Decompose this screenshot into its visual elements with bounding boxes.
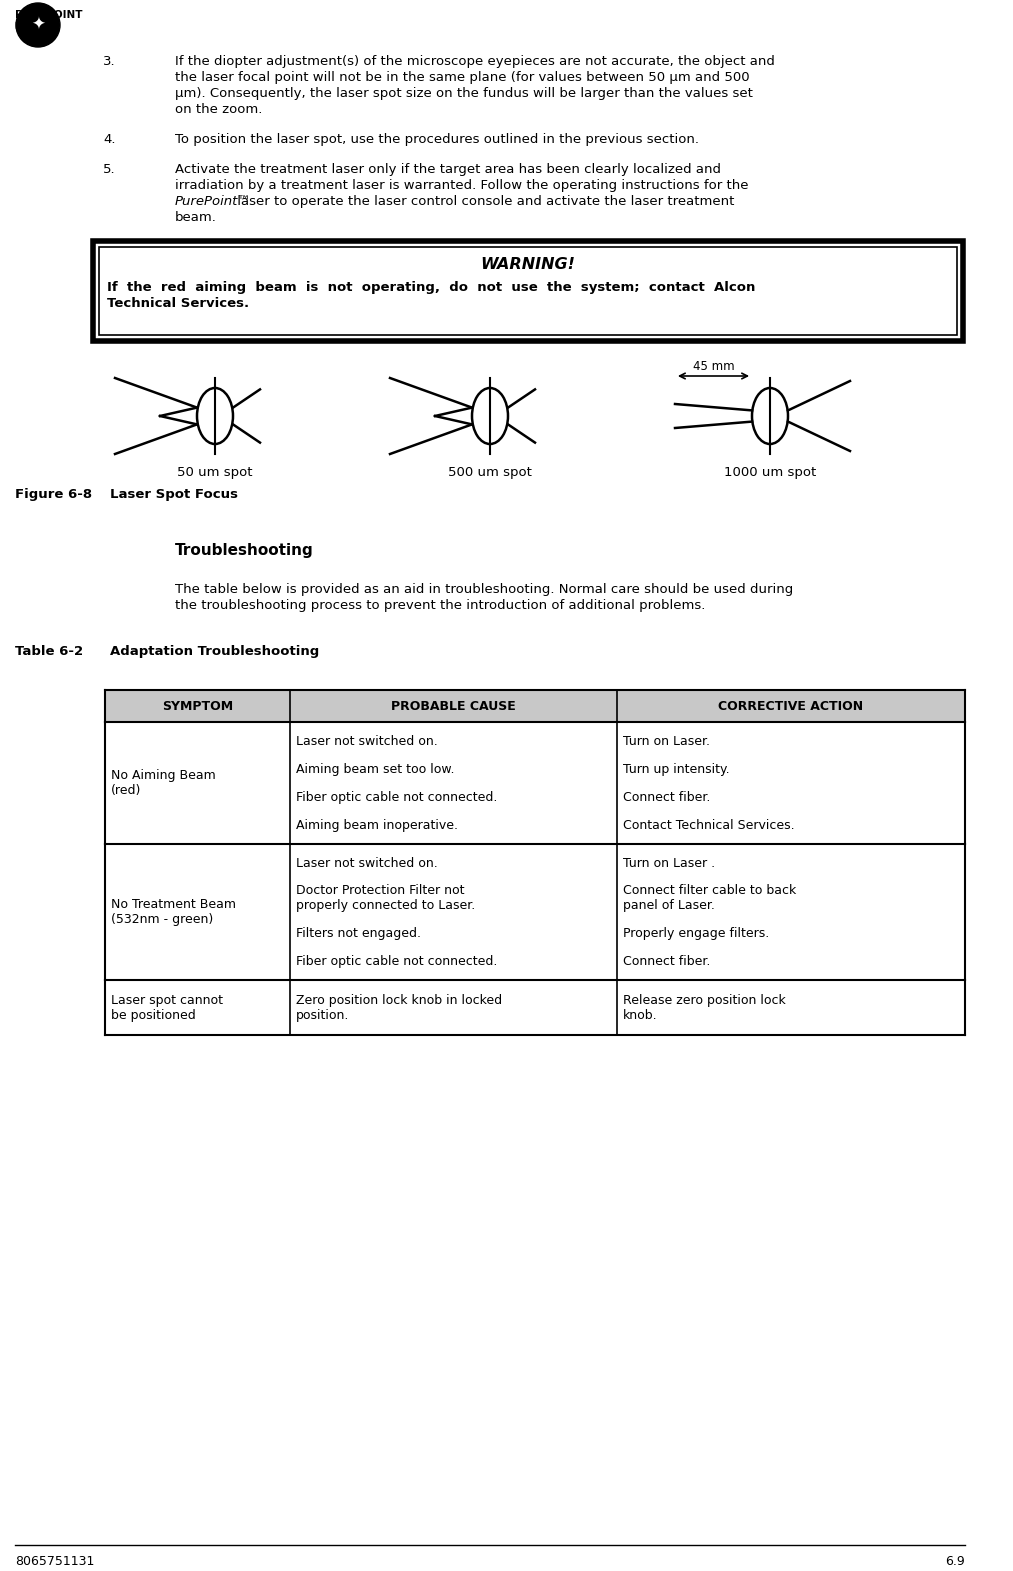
Text: 8065751131: 8065751131 xyxy=(15,1555,94,1568)
Text: Adaptation Troubleshooting: Adaptation Troubleshooting xyxy=(110,646,319,658)
Text: CORRECTIVE ACTION: CORRECTIVE ACTION xyxy=(718,699,863,713)
Text: To position the laser spot, use the procedures outlined in the previous section.: To position the laser spot, use the proc… xyxy=(175,134,699,146)
Text: the troubleshooting process to prevent the introduction of additional problems.: the troubleshooting process to prevent t… xyxy=(175,599,705,613)
Text: If the diopter adjustment(s) of the microscope eyepieces are not accurate, the o: If the diopter adjustment(s) of the micr… xyxy=(175,55,775,68)
Text: Turn on Laser.: Turn on Laser. xyxy=(623,735,710,748)
Text: Properly engage filters.: Properly engage filters. xyxy=(623,927,769,939)
Text: 500 um spot: 500 um spot xyxy=(448,467,532,479)
Text: Doctor Protection Filter not
properly connected to Laser.: Doctor Protection Filter not properly co… xyxy=(296,884,475,913)
Text: 45 mm: 45 mm xyxy=(693,360,734,372)
Text: Filters not engaged.: Filters not engaged. xyxy=(296,927,420,939)
Text: PurePoint™: PurePoint™ xyxy=(175,195,251,207)
Text: Aiming beam inoperative.: Aiming beam inoperative. xyxy=(296,818,458,831)
Text: 1000 um spot: 1000 um spot xyxy=(724,467,816,479)
Text: Laser not switched on.: Laser not switched on. xyxy=(296,856,438,869)
Bar xyxy=(105,844,965,980)
Text: WARNING!: WARNING! xyxy=(480,258,575,272)
Text: The table below is provided as an aid in troubleshooting. Normal care should be : The table below is provided as an aid in… xyxy=(175,583,793,595)
Text: L  A  S  E  R: L A S E R xyxy=(15,22,59,31)
Text: on the zoom.: on the zoom. xyxy=(175,104,262,116)
Bar xyxy=(105,723,965,844)
Text: SYMPTOM: SYMPTOM xyxy=(162,699,233,713)
Text: Laser Spot Focus: Laser Spot Focus xyxy=(110,489,238,501)
Text: Technical Services.: Technical Services. xyxy=(107,297,249,309)
Text: 4.: 4. xyxy=(103,134,115,146)
Text: irradiation by a treatment laser is warranted. Follow the operating instructions: irradiation by a treatment laser is warr… xyxy=(175,179,749,192)
Text: ✦: ✦ xyxy=(31,16,45,35)
Text: 5.: 5. xyxy=(103,163,115,176)
Text: Fiber optic cable not connected.: Fiber optic cable not connected. xyxy=(296,790,497,803)
Text: Contact Technical Services.: Contact Technical Services. xyxy=(623,818,794,831)
Text: Connect fiber.: Connect fiber. xyxy=(623,955,710,968)
Text: Troubleshooting: Troubleshooting xyxy=(175,544,314,558)
Text: No Aiming Beam
(red): No Aiming Beam (red) xyxy=(111,768,216,796)
Text: If  the  red  aiming  beam  is  not  operating,  do  not  use  the  system;  con: If the red aiming beam is not operating,… xyxy=(107,281,756,294)
Text: PROBABLE CAUSE: PROBABLE CAUSE xyxy=(391,699,516,713)
Bar xyxy=(105,980,965,1035)
Text: Figure 6-8: Figure 6-8 xyxy=(15,489,92,501)
Text: Release zero position lock
knob.: Release zero position lock knob. xyxy=(623,993,785,1021)
Text: Turn up intensity.: Turn up intensity. xyxy=(623,762,729,776)
Text: beam.: beam. xyxy=(175,211,217,225)
Text: Connect filter cable to back
panel of Laser.: Connect filter cable to back panel of La… xyxy=(623,884,796,913)
Text: Activate the treatment laser only if the target area has been clearly localized : Activate the treatment laser only if the… xyxy=(175,163,721,176)
Text: laser to operate the laser control console and activate the laser treatment: laser to operate the laser control conso… xyxy=(233,195,734,207)
Bar xyxy=(105,690,965,723)
Text: µm). Consequently, the laser spot size on the fundus will be larger than the val: µm). Consequently, the laser spot size o… xyxy=(175,86,753,101)
Text: Laser not switched on.: Laser not switched on. xyxy=(296,735,438,748)
Bar xyxy=(99,247,957,335)
Circle shape xyxy=(16,3,60,47)
Text: No Treatment Beam
(532nm - green): No Treatment Beam (532nm - green) xyxy=(111,899,236,925)
Text: Laser spot cannot
be positioned: Laser spot cannot be positioned xyxy=(111,993,223,1021)
Text: 50 um spot: 50 um spot xyxy=(177,467,253,479)
Text: Turn on Laser .: Turn on Laser . xyxy=(623,856,715,869)
Text: Zero position lock knob in locked
position.: Zero position lock knob in locked positi… xyxy=(296,993,502,1021)
Text: the laser focal point will not be in the same plane (for values between 50 µm an: the laser focal point will not be in the… xyxy=(175,71,750,83)
Text: PUREPOINT: PUREPOINT xyxy=(15,9,82,20)
Text: 3.: 3. xyxy=(103,55,115,68)
Text: 6.9: 6.9 xyxy=(945,1555,965,1568)
Text: Table 6-2: Table 6-2 xyxy=(15,646,83,658)
Text: Connect fiber.: Connect fiber. xyxy=(623,790,710,803)
Bar xyxy=(93,240,963,341)
Text: Aiming beam set too low.: Aiming beam set too low. xyxy=(296,762,455,776)
Text: Fiber optic cable not connected.: Fiber optic cable not connected. xyxy=(296,955,497,968)
